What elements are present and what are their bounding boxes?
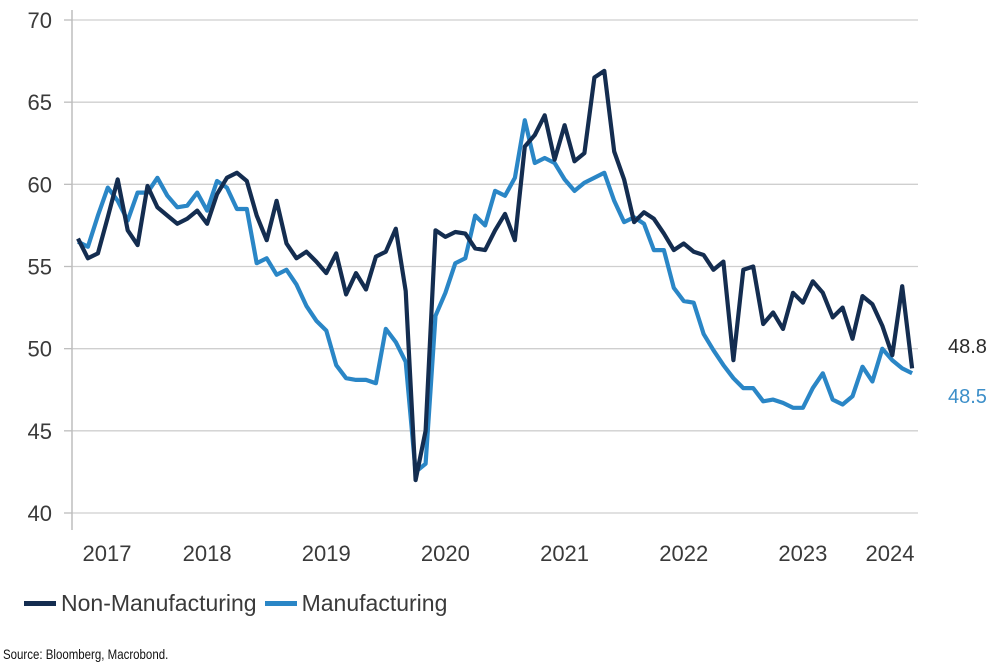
- y-tick-label: 65: [28, 90, 52, 115]
- x-tick-label: 2017: [83, 541, 132, 566]
- gridlines: [72, 19, 918, 514]
- y-axis-ticks: 40 45 50 55 60 65 70: [28, 8, 72, 526]
- legend-item-non-manufacturing: Non-Manufacturing: [24, 590, 257, 617]
- y-tick-label: 50: [28, 337, 52, 362]
- end-labels: 48.8 48.5: [948, 336, 987, 408]
- legend: Non-Manufacturing Manufacturing: [24, 590, 455, 617]
- end-value-label: 48.5: [948, 386, 987, 408]
- x-axis-ticks: 2017 2018 2019 2020 2021 2022 2023 2024: [83, 541, 915, 566]
- series-line-non-manufacturing: [76, 68, 915, 483]
- y-tick-label: 45: [28, 419, 52, 444]
- x-tick-label: 2023: [778, 541, 827, 566]
- source-note: Source: Bloomberg, Macrobond.: [3, 646, 169, 662]
- legend-swatch-non-manufacturing: [24, 601, 56, 606]
- x-tick-label: 2021: [540, 541, 589, 566]
- x-tick-label: 2019: [302, 541, 351, 566]
- y-tick-label: 70: [28, 8, 52, 33]
- end-value-label: 48.8: [948, 336, 987, 358]
- x-tick-label: 2018: [183, 541, 232, 566]
- x-tick-label: 2020: [421, 541, 470, 566]
- y-tick-label: 40: [28, 501, 52, 526]
- y-tick-label: 55: [28, 255, 52, 280]
- legend-item-manufacturing: Manufacturing: [264, 590, 448, 617]
- x-tick-label: 2022: [659, 541, 708, 566]
- legend-swatch-manufacturing: [264, 601, 297, 606]
- legend-label: Non-Manufacturing: [61, 590, 257, 616]
- legend-label: Manufacturing: [301, 590, 448, 616]
- y-tick-label: 60: [28, 172, 52, 197]
- series-lines: [76, 68, 915, 483]
- x-tick-label: 2024: [866, 541, 915, 566]
- series-line-manufacturing: [77, 118, 914, 474]
